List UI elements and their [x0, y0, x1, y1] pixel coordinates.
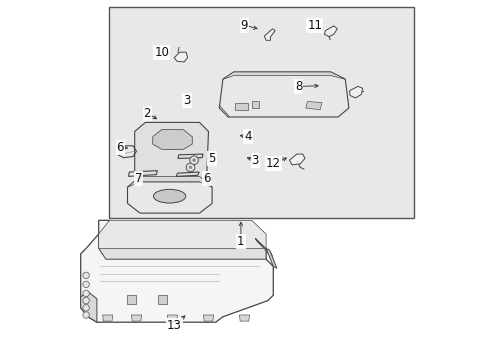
Text: 8: 8 — [294, 80, 302, 93]
Circle shape — [189, 156, 198, 165]
Polygon shape — [102, 315, 113, 321]
Polygon shape — [99, 220, 265, 248]
Polygon shape — [223, 72, 345, 79]
Circle shape — [186, 163, 194, 172]
Text: 3: 3 — [183, 94, 190, 107]
Text: 10: 10 — [154, 46, 169, 59]
Text: 12: 12 — [265, 157, 280, 170]
Polygon shape — [174, 52, 187, 62]
Polygon shape — [349, 86, 362, 98]
Text: 3: 3 — [251, 154, 259, 167]
Text: 11: 11 — [306, 19, 322, 32]
Polygon shape — [219, 72, 348, 117]
Polygon shape — [324, 26, 337, 37]
Polygon shape — [239, 315, 249, 321]
Polygon shape — [152, 130, 192, 149]
Text: 13: 13 — [166, 319, 182, 332]
Polygon shape — [289, 154, 305, 165]
Polygon shape — [127, 176, 212, 187]
Circle shape — [82, 312, 89, 318]
Text: 6: 6 — [203, 172, 210, 185]
Text: 2: 2 — [143, 107, 151, 120]
Text: 4: 4 — [244, 130, 251, 143]
Circle shape — [82, 272, 89, 279]
Polygon shape — [127, 295, 136, 304]
Polygon shape — [219, 106, 228, 117]
Polygon shape — [134, 122, 208, 182]
Polygon shape — [81, 220, 273, 322]
Polygon shape — [158, 295, 167, 304]
Circle shape — [189, 166, 192, 169]
Polygon shape — [99, 234, 265, 259]
Polygon shape — [235, 103, 247, 110]
Ellipse shape — [153, 189, 185, 203]
Text: 6: 6 — [116, 141, 124, 154]
Polygon shape — [127, 176, 212, 213]
Polygon shape — [265, 248, 276, 268]
Text: 5: 5 — [208, 152, 215, 165]
Text: 9: 9 — [240, 19, 248, 32]
Circle shape — [82, 297, 89, 304]
Circle shape — [82, 281, 89, 288]
Polygon shape — [264, 29, 275, 40]
Circle shape — [82, 305, 89, 311]
Polygon shape — [251, 101, 258, 108]
Polygon shape — [255, 238, 272, 257]
Polygon shape — [131, 315, 141, 321]
Circle shape — [82, 290, 89, 297]
Polygon shape — [81, 292, 97, 322]
Text: 7: 7 — [134, 172, 142, 185]
Polygon shape — [167, 315, 177, 321]
Text: 1: 1 — [237, 235, 244, 248]
Polygon shape — [305, 102, 321, 110]
Bar — [109, 7, 413, 218]
Polygon shape — [203, 315, 213, 321]
Circle shape — [192, 159, 195, 162]
